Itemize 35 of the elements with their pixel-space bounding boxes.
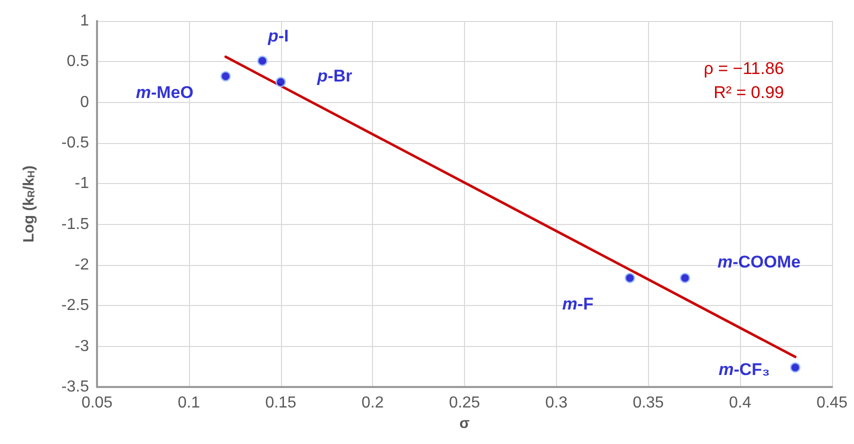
annotation: R² = 0.99 <box>714 83 784 102</box>
y-tick-label: -3 <box>74 338 90 355</box>
annotation: m-MeO <box>136 82 194 102</box>
y-tick-label: 0 <box>80 94 90 111</box>
annotation: m-CF₃ <box>718 360 770 379</box>
y-tick-label: -1.5 <box>61 216 90 233</box>
annotation: m-COOMe <box>717 252 801 272</box>
y-tick-label: -3.5 <box>61 378 90 396</box>
point <box>257 56 268 66</box>
y-tick-label: -1 <box>74 175 90 192</box>
x-axis-title: σ <box>459 414 470 432</box>
x-tick-label: 0.3 <box>545 394 568 412</box>
y-tick-label: -2 <box>74 256 90 274</box>
y-axis-title: Log (kR/kH) <box>20 166 38 242</box>
y-tick-label: -0.5 <box>61 134 90 152</box>
y-tick-label: 0.5 <box>66 53 90 70</box>
y-tick-label: -2.5 <box>61 297 90 314</box>
annotation: ρ = −11.86 <box>704 59 784 78</box>
x-tick-label: 0.35 <box>632 394 664 412</box>
point <box>680 272 690 284</box>
point <box>624 272 636 284</box>
y-tick-label: 1 <box>80 12 90 30</box>
x-tick-label: 0.05 <box>81 394 113 412</box>
annotation: p-I <box>266 26 289 46</box>
annotation: m-F <box>562 294 594 314</box>
x-tick-label: 0.25 <box>448 394 480 412</box>
x-tick-label: 0.4 <box>729 394 752 412</box>
point <box>790 362 800 373</box>
point <box>276 76 286 88</box>
annotation: p-Br <box>316 66 353 86</box>
x-tick-label: 0.2 <box>362 394 384 412</box>
x-tick-label: 0.15 <box>265 394 296 412</box>
x-tick-label: 0.1 <box>178 394 200 412</box>
x-tick-label: 0.45 <box>816 394 848 412</box>
point <box>220 71 231 82</box>
